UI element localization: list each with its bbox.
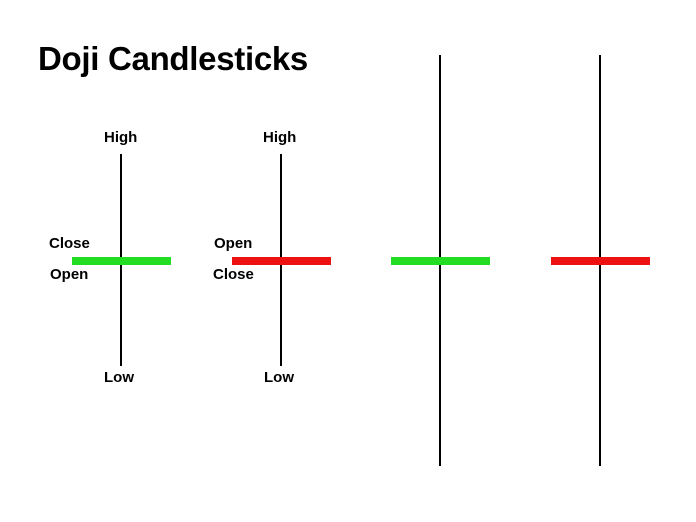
doji-body-red <box>232 257 331 265</box>
low-label: Low <box>104 369 134 386</box>
doji-body-green <box>72 257 171 265</box>
diagram-title: Doji Candlesticks <box>38 40 308 77</box>
doji-body-green <box>391 257 490 265</box>
high-label: High <box>104 129 138 146</box>
close-label: Close <box>49 235 90 252</box>
high-label: High <box>263 129 297 146</box>
low-label: Low <box>264 369 294 386</box>
doji-body-red <box>551 257 650 265</box>
close-label: Close <box>213 266 254 283</box>
open-label: Open <box>50 266 89 283</box>
open-label: Open <box>214 235 253 252</box>
